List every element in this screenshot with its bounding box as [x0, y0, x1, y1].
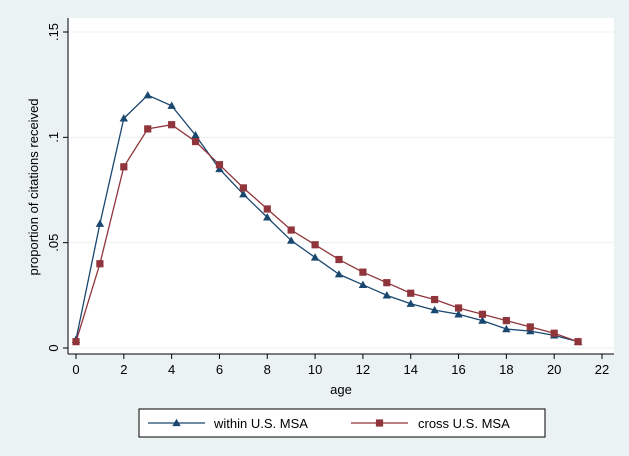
- data-point: [502, 317, 510, 325]
- legend-label: cross U.S. MSA: [418, 416, 510, 431]
- data-point: [311, 241, 319, 249]
- data-point: [383, 279, 391, 287]
- data-point: [263, 205, 271, 213]
- data-point: [72, 338, 80, 346]
- y-tick-label: .05: [46, 234, 61, 252]
- data-point: [478, 316, 487, 324]
- data-point: [119, 114, 129, 122]
- legend-items: within U.S. MSA cross U.S. MSA: [148, 416, 510, 431]
- data-point: [191, 131, 200, 139]
- x-tick-label: 12: [356, 362, 370, 377]
- x-tick-label: 2: [120, 362, 127, 377]
- data-point: [382, 291, 392, 299]
- data-point: [143, 91, 152, 99]
- x-tick-label: 8: [264, 362, 271, 377]
- legend-marker: [172, 418, 181, 427]
- series-1: [72, 121, 582, 346]
- data-point: [167, 101, 176, 109]
- x-tick-label: 16: [451, 362, 465, 377]
- axis-ticks: 0 .05 .1 .15 0 2 4 6 8 10 12 14 16 18 20 22: [46, 23, 609, 377]
- y-tick-label: 0: [46, 344, 61, 351]
- data-point: [430, 305, 439, 314]
- data-point: [286, 236, 296, 244]
- x-tick-label: 4: [168, 362, 175, 377]
- x-tick-label: 20: [547, 362, 561, 377]
- series-0: [71, 91, 583, 345]
- data-point: [144, 125, 152, 133]
- data-point: [335, 255, 343, 264]
- data-point: [478, 310, 487, 318]
- y-tick-label: .15: [46, 23, 61, 41]
- grid-lines: [68, 31, 614, 349]
- data-point: [310, 253, 320, 261]
- data-point: [526, 323, 534, 331]
- data-point: [502, 324, 511, 333]
- legend-item-1: cross U.S. MSA: [351, 416, 510, 431]
- legend-label: within U.S. MSA: [213, 416, 308, 431]
- legend: within U.S. MSA cross U.S. MSA: [138, 408, 546, 438]
- data-point: [406, 299, 415, 307]
- legend-marker: [375, 419, 384, 427]
- data-point: [215, 161, 224, 169]
- y-axis-title: proportion of citations received: [26, 98, 41, 275]
- data-point: [431, 295, 439, 304]
- data-point: [550, 329, 558, 337]
- data-point: [526, 326, 535, 335]
- x-tick-label: 6: [216, 362, 223, 377]
- y-tick-label: .1: [46, 132, 61, 143]
- x-tick-label: 18: [499, 362, 513, 377]
- data-point: [95, 219, 105, 227]
- x-tick-label: 0: [72, 362, 79, 377]
- data-point: [574, 338, 582, 346]
- data-point: [454, 304, 463, 312]
- data-point: [96, 260, 104, 268]
- series-layer: [71, 91, 583, 346]
- x-tick-label: 14: [403, 362, 417, 377]
- data-point: [287, 226, 295, 234]
- series-line: [75, 124, 579, 343]
- legend-item-0: within U.S. MSA: [148, 416, 308, 431]
- series-line: [75, 94, 579, 343]
- data-point: [358, 280, 368, 288]
- data-point: [120, 163, 128, 171]
- x-tick-label: 22: [595, 362, 609, 377]
- x-tick-label: 10: [308, 362, 322, 377]
- data-point: [215, 164, 224, 173]
- plot-area: [68, 18, 614, 354]
- data-point: [191, 137, 200, 146]
- x-axis-title: age: [330, 382, 352, 397]
- data-point: [239, 184, 247, 192]
- data-point: [359, 268, 367, 276]
- data-point: [168, 121, 176, 129]
- legend-box: [138, 408, 546, 438]
- data-point: [239, 190, 248, 198]
- data-point: [407, 289, 415, 297]
- data-point: [334, 270, 344, 278]
- data-point: [454, 310, 463, 318]
- data-point: [263, 213, 272, 221]
